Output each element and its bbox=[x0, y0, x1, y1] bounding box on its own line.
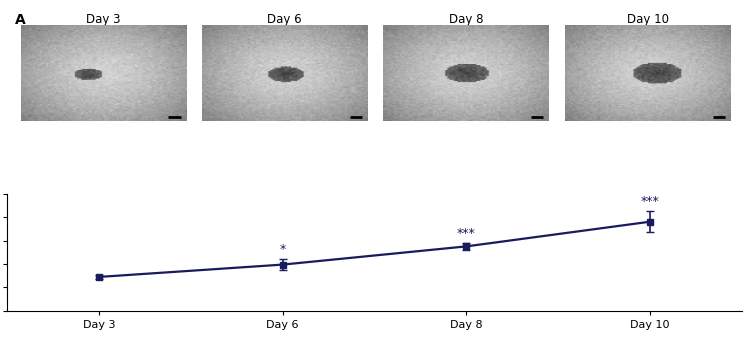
Text: Day 6: Day 6 bbox=[267, 13, 302, 26]
Text: A: A bbox=[15, 13, 25, 27]
Text: ***: *** bbox=[640, 195, 659, 208]
Text: ***: *** bbox=[457, 227, 476, 240]
Text: Day 3: Day 3 bbox=[86, 13, 121, 26]
Text: *: * bbox=[279, 243, 286, 256]
Text: Day 10: Day 10 bbox=[626, 13, 669, 26]
Text: Day 8: Day 8 bbox=[449, 13, 483, 26]
